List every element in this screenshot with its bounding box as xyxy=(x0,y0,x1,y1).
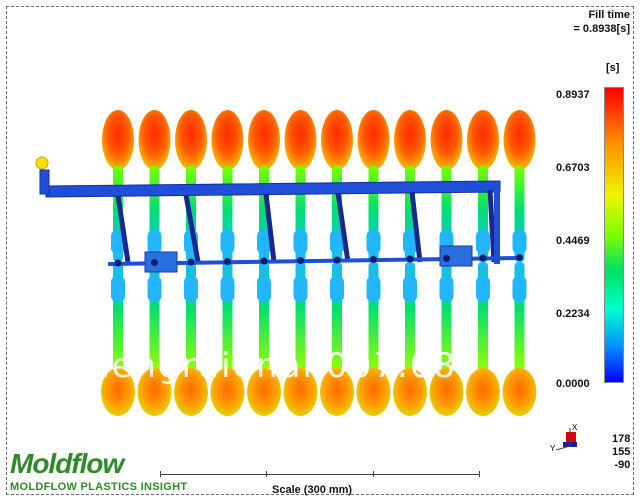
part-neck-bottom xyxy=(184,276,198,302)
result-name: Fill time xyxy=(588,9,630,21)
legend-tick-2: 0.6703 xyxy=(556,162,590,174)
part-head xyxy=(430,110,463,170)
part-head xyxy=(102,110,134,170)
rotation-z: -90 xyxy=(614,459,631,471)
part-foot xyxy=(320,368,354,416)
rotation-x: 178 xyxy=(612,433,631,445)
gate-node xyxy=(297,257,304,264)
part-foot xyxy=(466,368,500,416)
drop-runner-3 xyxy=(263,193,277,263)
part-8 xyxy=(356,110,391,416)
injection-point-icon xyxy=(35,156,49,170)
triad-cube-icon xyxy=(566,432,576,442)
rotation-values: 178 155 -90 xyxy=(612,433,630,472)
watermark-text: hengruidnan007.08 xyxy=(88,346,458,386)
gate-node xyxy=(151,259,158,266)
part-head xyxy=(248,110,280,170)
runner-block-left xyxy=(144,251,178,273)
part-foot xyxy=(356,368,391,416)
result-value: = 0.8938[s] xyxy=(573,23,630,35)
part-neck-bottom xyxy=(111,276,125,302)
part-neck-top xyxy=(366,230,381,254)
part-foot xyxy=(283,368,318,416)
moldflow-subtitle: MOLDFLOW PLASTICS INSIGHT xyxy=(10,481,188,493)
orientation-triad[interactable]: X Y xyxy=(548,424,588,458)
legend-tick-4: 0.2234 xyxy=(556,308,590,320)
sprue xyxy=(39,169,50,195)
part-head xyxy=(175,110,207,170)
part-foot xyxy=(247,368,281,416)
part-1 xyxy=(101,110,135,416)
part-neck-bottom xyxy=(330,276,344,302)
gate-node xyxy=(333,256,341,264)
scale-label: Scale (300 mm) xyxy=(272,484,353,496)
legend-tick-max: 0.8937 xyxy=(556,89,590,101)
result-title: Fill time = 0.8938[s] xyxy=(573,8,630,36)
part-neck-bottom xyxy=(293,276,308,302)
gate-node xyxy=(260,257,268,265)
part-foot xyxy=(502,368,537,416)
part-neck-top xyxy=(220,230,235,254)
gate-node xyxy=(114,259,122,267)
part-neck-top xyxy=(403,230,417,254)
part-neck-top xyxy=(147,230,162,254)
part-head xyxy=(467,110,499,170)
drop-runner-4 xyxy=(335,192,351,263)
part-neck-top xyxy=(476,230,490,254)
part-neck-top xyxy=(257,230,271,254)
color-legend-bar xyxy=(604,87,624,383)
part-neck-bottom xyxy=(439,276,454,302)
runner-system xyxy=(35,156,523,273)
part-head xyxy=(211,110,244,170)
part-neck-bottom xyxy=(257,276,271,302)
legend-tick-min: 0.0000 xyxy=(556,378,590,390)
part-neck-bottom xyxy=(220,276,235,302)
part-neck-bottom xyxy=(147,276,162,302)
gate-node xyxy=(516,254,523,261)
axis-x-label: X xyxy=(572,424,578,432)
drop-runner-2 xyxy=(183,194,201,263)
part-neck-top xyxy=(111,230,125,254)
part-head xyxy=(357,110,390,170)
part-foot xyxy=(429,368,464,416)
legend-tick-3: 0.4469 xyxy=(556,235,590,247)
part-head xyxy=(284,110,317,170)
gate-node xyxy=(406,255,414,263)
gate-node xyxy=(370,256,377,263)
part-12 xyxy=(502,110,537,416)
part-neck-bottom xyxy=(366,276,381,302)
moldflow-logo: Moldflow xyxy=(10,448,124,479)
part-foot xyxy=(210,368,245,416)
gate-node xyxy=(187,258,195,266)
gate-node xyxy=(443,255,450,262)
part-head xyxy=(138,110,171,170)
drop-runner-1 xyxy=(115,195,131,263)
part-foot xyxy=(101,368,135,416)
part-head xyxy=(394,110,426,170)
gate-node xyxy=(479,254,487,262)
axis-y-label: Y xyxy=(550,444,556,453)
end-drop-runner xyxy=(494,190,500,264)
part-neck-top xyxy=(330,230,344,254)
part-head xyxy=(503,110,536,170)
viewport-frame xyxy=(6,6,634,495)
drop-runner-6 xyxy=(487,189,497,263)
part-neck-top xyxy=(293,230,308,254)
part-neck-bottom xyxy=(512,276,527,302)
part-head xyxy=(321,110,353,170)
gate-node xyxy=(224,258,231,265)
part-neck-bottom xyxy=(476,276,490,302)
part-11 xyxy=(466,110,500,416)
rotation-y: 155 xyxy=(612,446,631,458)
scale-bar xyxy=(160,471,480,481)
part-neck-bottom xyxy=(403,276,417,302)
part-neck-top xyxy=(512,230,527,254)
part-5 xyxy=(247,110,281,416)
part-foot xyxy=(174,368,208,416)
legend-unit: [s] xyxy=(606,62,620,74)
part-foot xyxy=(137,368,172,416)
part-foot xyxy=(393,368,427,416)
drop-runner-5 xyxy=(409,191,423,263)
